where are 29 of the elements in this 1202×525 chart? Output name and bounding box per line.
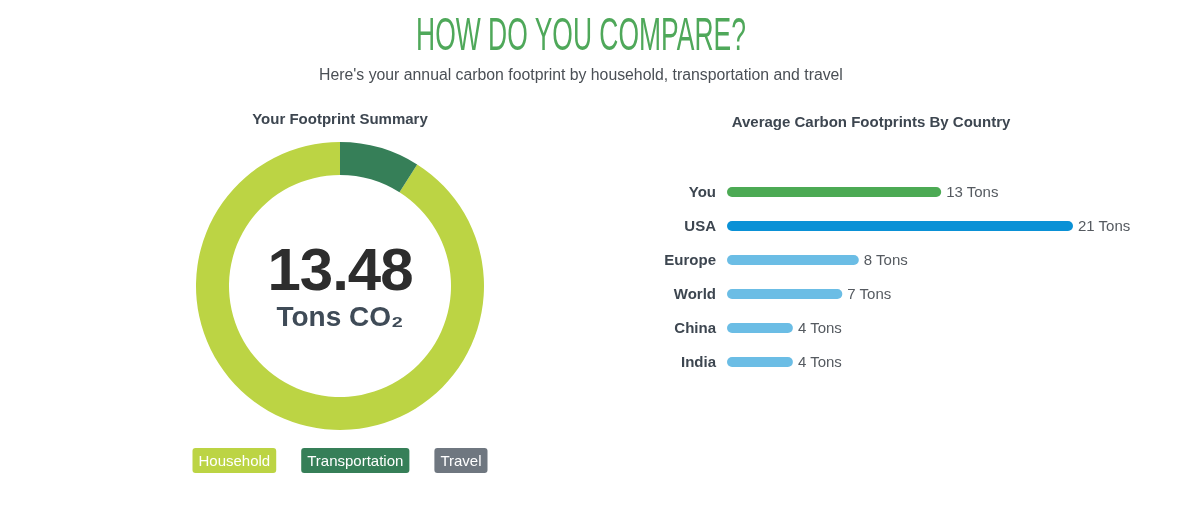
data-label: 21 Tons	[1078, 217, 1131, 234]
donut-slice	[196, 142, 484, 430]
y-tick-label: World	[673, 285, 716, 302]
y-tick-label: Europe	[664, 251, 716, 268]
data-label: 8 Tons	[863, 251, 908, 268]
chart-title: Your Footprint Summary	[252, 110, 429, 127]
legend-label: Household	[198, 452, 271, 469]
bar	[727, 221, 1073, 231]
bar	[727, 187, 942, 197]
y-tick-label: USA	[684, 217, 717, 234]
legend-label: Travel	[440, 452, 482, 469]
text: 13.48	[267, 236, 413, 303]
y-tick-label: China	[674, 319, 717, 336]
y-tick-label: India	[680, 353, 717, 370]
text: HOW DO YOU COMPARE?	[416, 8, 746, 60]
chart-title: Average Carbon Footprints By Country	[731, 113, 1011, 130]
text: Here's your annual carbon footprint by household, transportation and travel	[319, 66, 843, 83]
legend-label: Transportation	[307, 452, 404, 469]
data-label: 4 Tons	[797, 319, 842, 336]
donut-slice	[340, 142, 418, 193]
bar	[727, 357, 793, 367]
y-tick-label: You	[688, 183, 716, 200]
text: Tons CO₂	[276, 301, 404, 332]
data-label: 4 Tons	[797, 353, 842, 370]
bar	[727, 255, 859, 265]
data-label: 7 Tons	[847, 285, 892, 302]
data-label: 13 Tons	[946, 183, 999, 200]
bar	[727, 323, 793, 333]
bar	[727, 289, 843, 299]
